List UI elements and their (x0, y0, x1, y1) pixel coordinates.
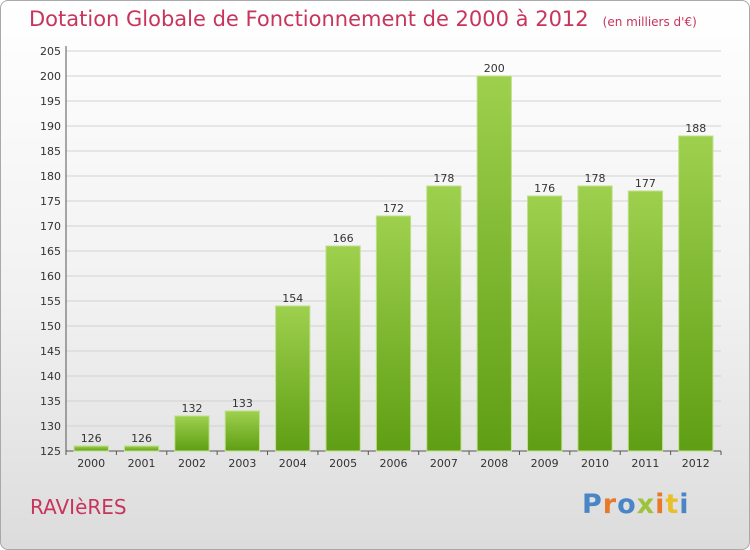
bar (577, 185, 613, 452)
x-tick-label: 2010 (581, 457, 609, 470)
y-tick-label: 180 (40, 170, 61, 183)
x-tick-label: 2004 (279, 457, 307, 470)
y-tick-label: 170 (40, 220, 61, 233)
y-tick-label: 150 (40, 320, 61, 333)
y-tick-label: 155 (40, 295, 61, 308)
bar (325, 245, 361, 452)
bar (627, 190, 664, 452)
chart-title: Dotation Globale de Fonctionnement de 20… (29, 7, 697, 31)
bar (224, 410, 260, 452)
y-tick-label: 175 (40, 195, 61, 208)
data-label: 126 (131, 432, 152, 445)
logo-letter: i (679, 489, 690, 520)
bar (73, 445, 109, 452)
data-label: 200 (484, 62, 505, 75)
data-label: 177 (635, 177, 656, 190)
y-tick-label: 205 (40, 45, 61, 58)
y-tick-label: 145 (40, 345, 61, 358)
x-tick-label: 2005 (329, 457, 357, 470)
data-label: 132 (181, 402, 202, 415)
proxiti-logo: Proxiti (582, 489, 690, 520)
logo-letter: x (636, 489, 656, 520)
bar (275, 305, 311, 452)
y-tick-label: 195 (40, 95, 61, 108)
logo-letter: o (617, 489, 637, 520)
logo-letter: t (665, 489, 680, 520)
data-label: 178 (585, 172, 606, 185)
x-tick-label: 2007 (430, 457, 458, 470)
bar (375, 215, 412, 452)
y-tick-label: 125 (40, 445, 61, 458)
logo-letter: P (582, 489, 603, 520)
bar (527, 195, 563, 452)
logo-letter: r (602, 489, 618, 520)
x-tick-label: 2002 (178, 457, 206, 470)
x-tick-label: 2012 (682, 457, 710, 470)
data-label: 172 (383, 202, 404, 215)
title-main: Dotation Globale de Fonctionnement de 20… (29, 7, 589, 31)
y-tick-label: 165 (40, 245, 61, 258)
title-unit: (en milliers d'€) (602, 15, 697, 29)
logo-letter: i (655, 489, 666, 520)
data-label: 166 (333, 232, 354, 245)
data-label: 126 (81, 432, 102, 445)
bar (174, 415, 210, 452)
x-tick-label: 2003 (228, 457, 256, 470)
data-label: 188 (685, 122, 706, 135)
data-label: 178 (433, 172, 454, 185)
data-label: 154 (282, 292, 303, 305)
y-tick-label: 185 (40, 145, 61, 158)
bar (426, 185, 462, 452)
x-tick-label: 2009 (531, 457, 559, 470)
y-tick-label: 140 (40, 370, 61, 383)
x-tick-label: 2008 (480, 457, 508, 470)
town-name: RAVIèRES (30, 495, 127, 519)
bar (476, 75, 512, 452)
y-tick-label: 160 (40, 270, 61, 283)
x-tick-label: 2011 (631, 457, 659, 470)
x-tick-label: 2001 (128, 457, 156, 470)
y-tick-label: 190 (40, 120, 61, 133)
y-tick-label: 135 (40, 395, 61, 408)
y-tick-label: 200 (40, 70, 61, 83)
data-label: 133 (232, 397, 253, 410)
data-label: 176 (534, 182, 555, 195)
x-tick-label: 2000 (77, 457, 105, 470)
bar (678, 135, 714, 452)
bar (123, 445, 160, 452)
y-tick-label: 130 (40, 420, 61, 433)
x-tick-label: 2006 (380, 457, 408, 470)
